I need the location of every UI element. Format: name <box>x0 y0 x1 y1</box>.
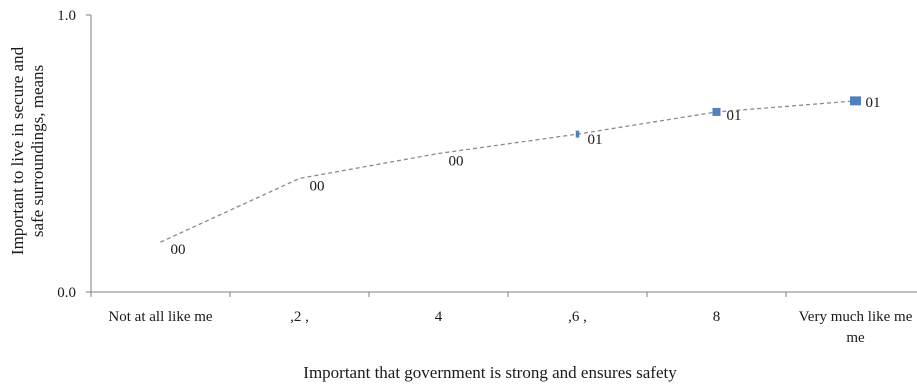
data-label: 00 <box>171 242 186 258</box>
data-point <box>712 107 721 116</box>
data-label: 01 <box>866 95 881 111</box>
x-tick-label: Not at all like me <box>108 309 212 325</box>
x-tick-label: Very much like me me <box>799 309 913 346</box>
trend-line-group <box>160 100 856 243</box>
series-line <box>160 100 856 243</box>
data-point <box>299 178 301 180</box>
data-label-group: 00 00 00 01 01 01 <box>171 95 881 258</box>
y-tick-labels: 0.0 1.0 <box>57 8 76 301</box>
x-tick-label: ,2 , <box>290 309 309 325</box>
y-axis-title-line-1: Important to live in secure and <box>8 46 27 255</box>
y-axis-title-line-2: safe surroundings, means <box>28 65 47 237</box>
x-axis-title: Important that government is strong and … <box>303 363 677 382</box>
x-tick-labels: Not at all like me ,2 , 4 ,6 , 8 Very much li… <box>108 309 912 346</box>
x-tick-label: 4 <box>435 309 443 325</box>
x-tick-label: 8 <box>713 309 721 325</box>
axes <box>86 14 917 297</box>
data-label: 00 <box>449 154 464 170</box>
data-label: 01 <box>588 132 603 148</box>
data-label: 00 <box>310 178 325 194</box>
marker-group <box>299 96 861 180</box>
y-tick-label: 0.0 <box>57 285 76 301</box>
data-point <box>850 96 861 106</box>
y-tick-label: 1.0 <box>57 8 76 24</box>
x-tick-label: ,6 , <box>568 309 587 325</box>
data-point <box>575 130 580 138</box>
data-label: 01 <box>727 108 742 124</box>
